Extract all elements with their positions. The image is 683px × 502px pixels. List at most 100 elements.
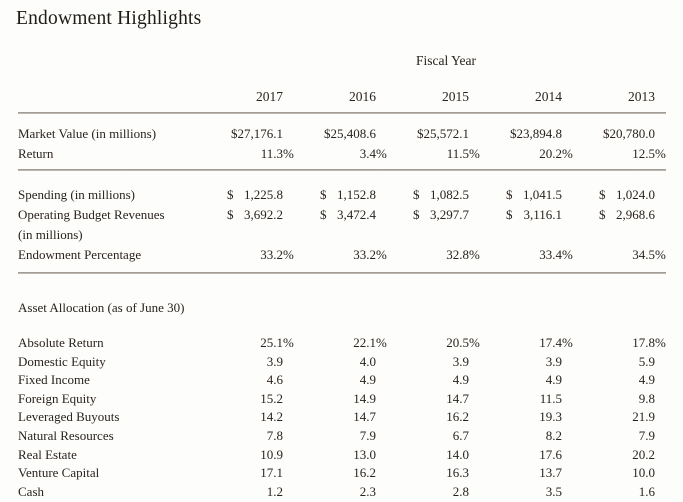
dollar-sign: $ <box>599 187 606 202</box>
value-cell: $1,225.8 <box>227 185 283 205</box>
value-cell: 12.5% <box>632 145 666 161</box>
table-row: Operating Budget Revenues (in millions) $… <box>18 205 655 245</box>
value-cell: 3.9 <box>545 353 562 369</box>
value-cell: 5.9 <box>638 353 655 369</box>
amount: 1,225.8 <box>244 187 283 202</box>
year-header-row: 2017 2016 2015 2014 2013 <box>18 89 655 104</box>
row-label: Absolute Return <box>18 335 104 350</box>
value-cell: 2.3 <box>359 483 376 499</box>
dollar-sign: $ <box>413 207 420 222</box>
value-cell: 33.2% <box>353 247 387 262</box>
value-cell: 21.9 <box>632 409 655 425</box>
row-label: Foreign Equity <box>18 390 97 406</box>
value-cell: 13.0 <box>353 446 376 462</box>
value-cell: 32.8% <box>446 247 480 262</box>
divider-middle <box>18 169 666 171</box>
value-cell: 15.2 <box>260 390 283 406</box>
value-cell: 4.9 <box>359 372 376 388</box>
value-cell: $23,894.8 <box>510 126 562 141</box>
value-cell: 8.2 <box>545 427 562 443</box>
year-label: 2016 <box>349 89 376 104</box>
fiscal-year-group-header: Fiscal Year <box>416 53 476 68</box>
amount: 3,692.2 <box>244 207 283 222</box>
value-cell: 14.7 <box>446 390 469 406</box>
row-label: Leveraged Buyouts <box>18 409 120 425</box>
year-label: 2013 <box>628 89 655 104</box>
value-cell: 3.5 <box>545 483 562 499</box>
value-cell: 4.9 <box>452 372 469 388</box>
value-cell: 14.7 <box>353 409 376 425</box>
value-cell: 7.9 <box>359 427 376 443</box>
amount: 25.1 <box>260 335 283 350</box>
row-label: Cash <box>18 483 44 499</box>
amount: 32.8 <box>446 247 469 262</box>
value-cell: 3.9 <box>266 353 283 369</box>
row-label: Market Value (in millions) <box>18 126 157 141</box>
value-cell: $27,176.1 <box>231 126 283 141</box>
value-cell: 16.3 <box>446 465 469 481</box>
table-row: Leveraged Buyouts 14.2 14.7 16.2 19.3 21.9 <box>18 408 655 427</box>
value-cell: 11.5 <box>539 390 562 406</box>
amount: 3,297.7 <box>430 207 469 222</box>
divider-bottom <box>18 272 666 274</box>
table-row: Domestic Equity 3.9 4.0 3.9 3.9 5.9 <box>18 353 655 372</box>
value-cell: 19.3 <box>539 409 562 425</box>
table-row: Market Value (in millions) $27,176.1 $25,4… <box>18 124 655 144</box>
value-cell: 1.2 <box>266 483 283 499</box>
asset-allocation-header: Asset Allocation (as of June 30) <box>18 300 185 315</box>
value-cell: 4.6 <box>266 372 283 388</box>
amount: 20.5 <box>446 335 469 350</box>
table-row: Spending (in millions) $1,225.8 $1,152.8 $1… <box>18 185 655 205</box>
value-cell: 33.4% <box>539 247 573 262</box>
value-cell: $3,692.2 <box>227 205 283 225</box>
table-row: Absolute Return 25.1% 22.1% 20.5% 17.4% 17.8% <box>18 334 666 353</box>
asset-allocation-section: Absolute Return 25.1% 22.1% 20.5% 17.4% 17.8%… <box>18 334 666 502</box>
table-row: Natural Resources 7.8 7.9 6.7 8.2 7.9 <box>18 427 655 446</box>
value-cell: 4.0 <box>359 353 376 369</box>
value-cell: 14.0 <box>446 446 469 462</box>
value-cell: 14.9 <box>353 390 376 406</box>
value-cell: 1.6 <box>638 483 655 499</box>
dollar-sign: $ <box>413 187 420 202</box>
value-cell: $1,152.8 <box>320 185 376 205</box>
value-cell: 2.8 <box>452 483 469 499</box>
amount: 3,472.4 <box>337 207 376 222</box>
amount: 2,968.6 <box>616 207 655 222</box>
row-label: Operating Budget Revenues (in millions) <box>18 207 165 242</box>
value-cell: 9.8 <box>638 390 655 406</box>
dollar-sign: $ <box>599 207 606 222</box>
value-cell: 4.9 <box>638 372 655 388</box>
amount: 11.5 <box>446 145 469 161</box>
year-label: 2015 <box>442 89 469 104</box>
table-row: Cash 1.2 2.3 2.8 3.5 1.6 <box>18 483 655 502</box>
value-cell: $1,082.5 <box>413 185 469 205</box>
divider-top <box>18 112 666 114</box>
amount: 17.8 <box>632 335 655 350</box>
market-value-section: Market Value (in millions) $27,176.1 $25,4… <box>18 124 666 164</box>
amount: 33.2 <box>260 247 283 262</box>
value-cell: $20,780.0 <box>603 126 655 141</box>
year-label: 2017 <box>256 89 283 104</box>
table-row: Fixed Income 4.6 4.9 4.9 4.9 4.9 <box>18 371 655 390</box>
value-cell: 16.2 <box>446 409 469 425</box>
amount: 11.3 <box>260 145 283 161</box>
amount: 22.1 <box>353 335 376 350</box>
value-cell: 3.4% <box>359 145 387 161</box>
value-cell: 22.1% <box>353 335 387 350</box>
dollar-sign: $ <box>320 207 327 222</box>
spending-section: Spending (in millions) $1,225.8 $1,152.8 $1… <box>18 185 666 265</box>
amount: 34.5 <box>632 247 655 262</box>
value-cell: 17.6 <box>539 446 562 462</box>
value-cell: 25.1% <box>260 335 294 350</box>
page-title: Endowment Highlights <box>16 8 202 29</box>
dollar-sign: $ <box>227 207 234 222</box>
value-cell: 11.3% <box>260 145 294 161</box>
value-cell: 10.9 <box>260 446 283 462</box>
row-label: Spending (in millions) <box>18 187 135 202</box>
value-cell: $3,116.1 <box>506 205 562 225</box>
value-cell: 11.5% <box>446 145 480 161</box>
table-row: Return 11.3% 3.4% 11.5% 20.2% 12.5% <box>18 144 666 164</box>
amount: 1,041.5 <box>523 187 562 202</box>
amount: 12.5 <box>632 145 655 161</box>
